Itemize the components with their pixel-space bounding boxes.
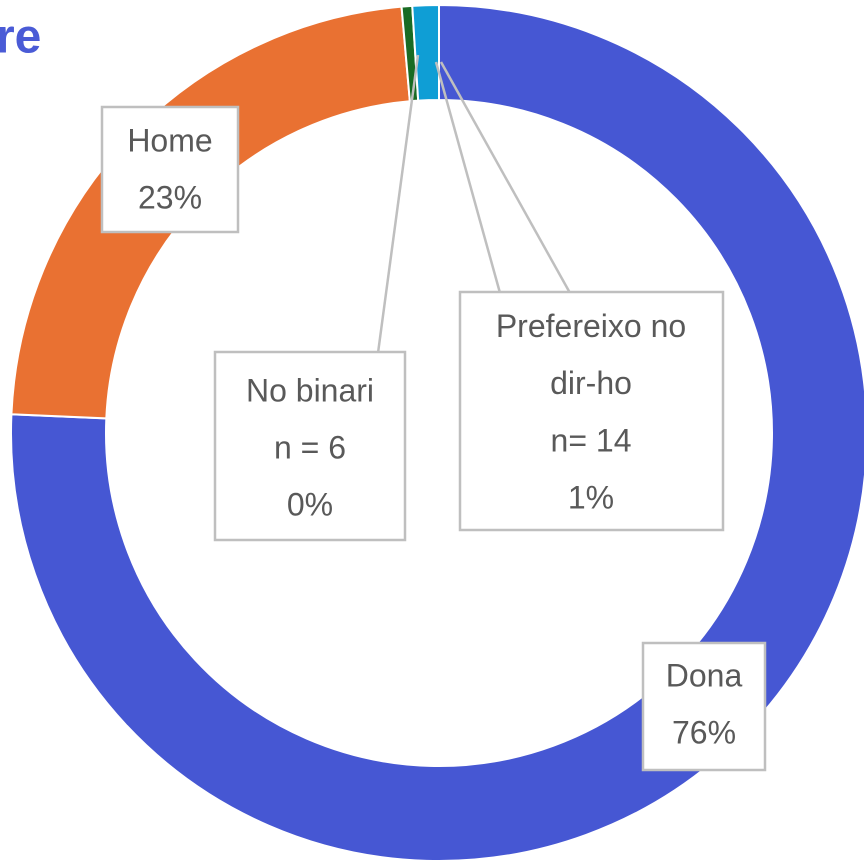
count-label: n= 14 [551,422,632,458]
value-label: 1% [568,479,614,515]
labels: Dona 76% Home 23% No binari n = 6 0% Prefereixo… [100,105,767,772]
value-label: 76% [672,714,736,750]
slice [411,3,440,102]
category-label: Prefereixo no dir-ho [496,308,686,401]
value-label: 0% [287,486,333,522]
category-label: Home [127,122,212,158]
category-line: Prefereixo no [496,308,686,344]
label-box [100,105,240,234]
category-line: dir-ho [550,365,632,401]
count-label: n = 6 [274,429,346,465]
leader-line [434,61,502,294]
label-box [641,641,767,772]
value-label: 23% [138,179,202,215]
category-label: No binari [246,372,374,408]
leader-line [376,54,420,354]
category-label: Dona [666,657,743,693]
leader-line [439,61,572,294]
chart-title: re [0,11,41,64]
slice [10,3,864,862]
label-box [213,350,407,542]
label-box [458,290,725,532]
